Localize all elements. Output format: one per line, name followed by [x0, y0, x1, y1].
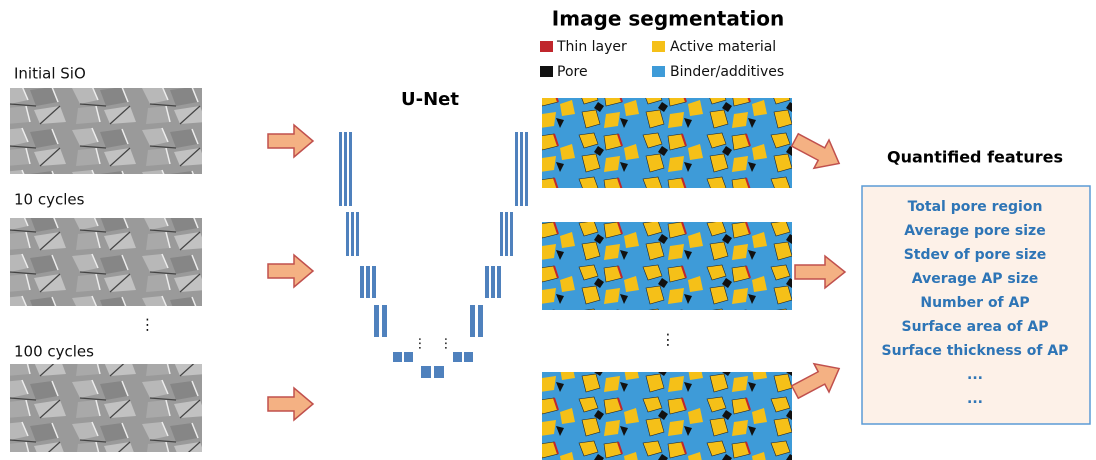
segmentation-image: [542, 98, 792, 188]
svg-text:⋮: ⋮: [440, 337, 453, 352]
feature-item: ...: [967, 367, 983, 383]
svg-text:⋮: ⋮: [414, 337, 427, 352]
segmentation-image: [542, 372, 792, 460]
legend-swatch: [540, 41, 553, 52]
feature-item: Surface thickness of AP: [882, 343, 1069, 359]
feature-item: ...: [967, 391, 983, 407]
arrow: [268, 125, 313, 157]
feature-item: Number of AP: [920, 295, 1029, 311]
feature-item: Total pore region: [908, 199, 1043, 215]
features-title: Quantified features: [887, 148, 1063, 167]
arrow: [268, 255, 313, 287]
legend-label: Thin layer: [556, 39, 627, 55]
unet-title: U-Net: [401, 89, 459, 110]
ellipsis-dots: ⋮: [661, 331, 676, 349]
feature-item: Average AP size: [912, 271, 1038, 287]
feature-item: Surface area of AP: [901, 319, 1048, 335]
page: Initial SiO 10 cycles ⋮ 100 cycles U-Net…: [0, 0, 1096, 460]
diagram: Initial SiO 10 cycles ⋮ 100 cycles U-Net…: [0, 0, 1096, 460]
arrow: [268, 388, 313, 420]
sem-image: [10, 218, 202, 306]
segmentation-image: [542, 222, 792, 310]
arrow: [787, 354, 846, 406]
feature-item: Average pore size: [904, 223, 1045, 239]
ellipsis-dots: ⋮: [140, 316, 155, 334]
legend-label: Binder/additives: [670, 64, 784, 80]
segmentation-title: Image segmentation: [552, 7, 785, 31]
arrow: [795, 256, 845, 288]
sem-image: [10, 88, 202, 174]
sem-image: [10, 364, 202, 452]
arrow: [787, 126, 846, 178]
feature-item: Stdev of pore size: [904, 247, 1047, 263]
unet-architecture: ⋮ ⋮: [339, 132, 528, 378]
stage-label: 10 cycles: [14, 191, 85, 209]
stage-label: Initial SiO: [14, 65, 86, 83]
stage-label: 100 cycles: [14, 343, 94, 361]
legend-label: Pore: [557, 64, 588, 80]
legend-swatch: [652, 41, 665, 52]
legend-label: Active material: [670, 39, 776, 55]
legend-swatch: [540, 66, 553, 77]
legend-swatch: [652, 66, 665, 77]
